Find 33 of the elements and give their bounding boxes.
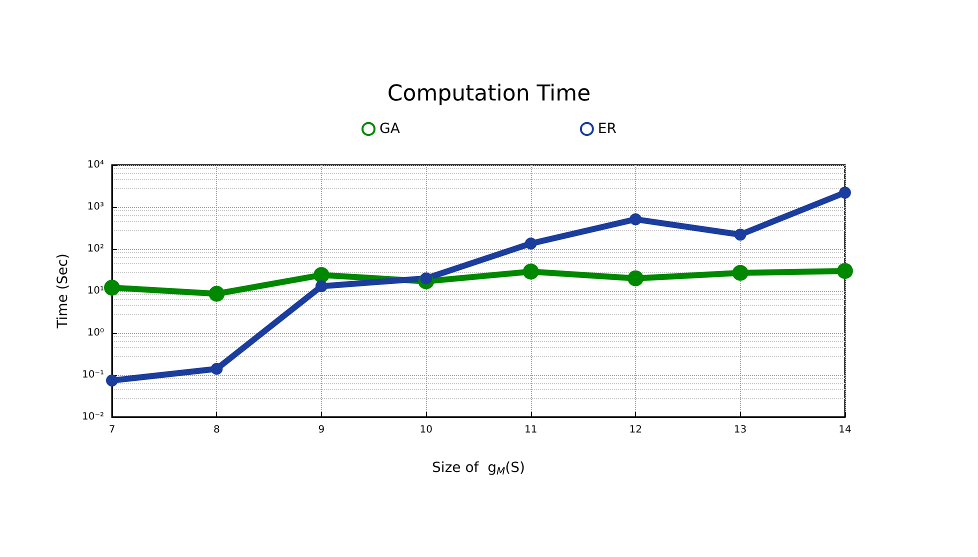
point bbox=[837, 262, 853, 279]
x-tick-label: 13 bbox=[734, 424, 747, 436]
point bbox=[522, 264, 539, 280]
point bbox=[210, 362, 223, 375]
point bbox=[630, 213, 642, 226]
point bbox=[315, 280, 328, 292]
point bbox=[839, 186, 851, 199]
y-tick-label: 10⁻¹ bbox=[82, 370, 104, 380]
x-tick-label: 10 bbox=[420, 424, 433, 436]
y-tick-label: 10³ bbox=[87, 202, 104, 212]
y-tick-label: 10¹ bbox=[87, 286, 104, 296]
point bbox=[732, 264, 748, 281]
y-tick-label: 10⁰ bbox=[87, 328, 104, 338]
point bbox=[106, 374, 118, 386]
point bbox=[734, 228, 746, 241]
point bbox=[208, 286, 225, 302]
x-tick-label: 12 bbox=[629, 424, 642, 436]
point bbox=[104, 280, 120, 296]
chart-title: Computation Time bbox=[387, 82, 591, 106]
x-tick-label: 7 bbox=[108, 424, 116, 436]
y-tick-label: 10² bbox=[87, 244, 104, 254]
point bbox=[628, 270, 644, 286]
y-tick-label: 10⁴ bbox=[87, 160, 104, 170]
point bbox=[524, 238, 537, 250]
x-tick-label: 14 bbox=[838, 424, 852, 436]
legend-label: GA bbox=[380, 121, 400, 137]
y-tick-label: 10⁻² bbox=[82, 412, 104, 422]
x-tick-label: 11 bbox=[524, 424, 538, 436]
x-tick-label: 9 bbox=[318, 424, 325, 436]
x-tick-label: 8 bbox=[214, 424, 220, 436]
point bbox=[313, 267, 330, 284]
legend-label: ER bbox=[598, 121, 617, 137]
y-axis-title: Time (Sec) bbox=[55, 254, 71, 330]
